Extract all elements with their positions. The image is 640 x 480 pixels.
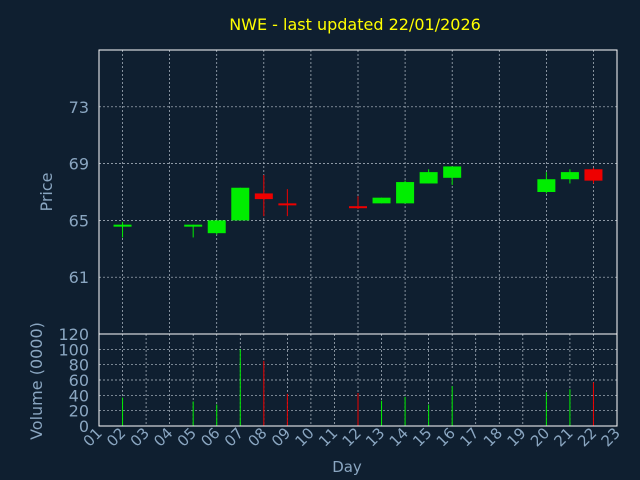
candle-body [584,169,603,181]
x-tick-label: 03 [127,424,153,450]
candle-body [537,179,556,192]
x-tick-label: 23 [598,424,624,450]
x-tick-label: 09 [268,424,294,450]
x-tick-label: 08 [244,424,270,450]
x-ticks: 0102030405060708091011121314151617181920… [80,424,624,450]
volume-y-tick-label: 40 [69,386,89,405]
price-y-tick-label: 61 [69,268,89,287]
x-tick-label: 17 [456,424,482,450]
volume-bars [122,349,594,426]
candle-body [254,193,273,200]
x-tick-label: 11 [315,424,341,450]
volume-y-tick-label: 120 [58,325,89,344]
candle-body [443,166,462,178]
price-axis-label: Price [37,172,56,211]
volume-y-tick-label: 20 [69,402,89,421]
x-tick-label: 05 [174,424,200,450]
x-tick-label: 07 [221,424,247,450]
candle-body [396,182,415,204]
volume-axis-label: Volume (0000) [27,322,46,440]
candle-body [207,220,226,234]
x-tick-label: 06 [197,424,223,450]
candle-body [278,203,297,206]
x-tick-label: 14 [386,424,412,450]
volume-y-tick-label: 100 [58,340,89,359]
x-tick-label: 04 [150,424,176,450]
x-tick-label: 18 [480,424,506,450]
x-tick-label: 22 [574,424,600,450]
x-tick-label: 12 [339,424,365,450]
x-tick-label: 19 [503,424,529,450]
x-tick-label: 20 [527,424,553,450]
price-y-tick-label: 65 [69,211,89,230]
x-tick-label: 21 [551,424,577,450]
volume-y-tick-label: 60 [69,371,89,390]
candle-body [372,197,391,204]
price-y-tick-label: 73 [69,98,89,117]
candle-body [560,172,579,180]
candle-body [113,224,132,227]
chart-title: NWE - last updated 22/01/2026 [229,15,481,34]
candle-body [349,206,367,209]
x-axis-label: Day [332,458,362,476]
x-tick-label: 10 [292,424,318,450]
x-tick-label: 13 [362,424,388,450]
volume-panel-frame [98,333,618,427]
x-tick-label: 15 [409,424,435,450]
candle-body [184,224,203,227]
x-tick-label: 16 [433,424,459,450]
candles [113,166,603,238]
x-tick-label: 02 [103,424,129,450]
volume-y-tick-label: 0 [79,417,89,436]
candle-body [419,172,438,184]
volume-y-tick-label: 80 [69,356,89,375]
price-y-tick-label: 69 [69,155,89,174]
candle-body [231,187,250,221]
price-y-ticks: 61 65 69 73 [69,98,89,287]
